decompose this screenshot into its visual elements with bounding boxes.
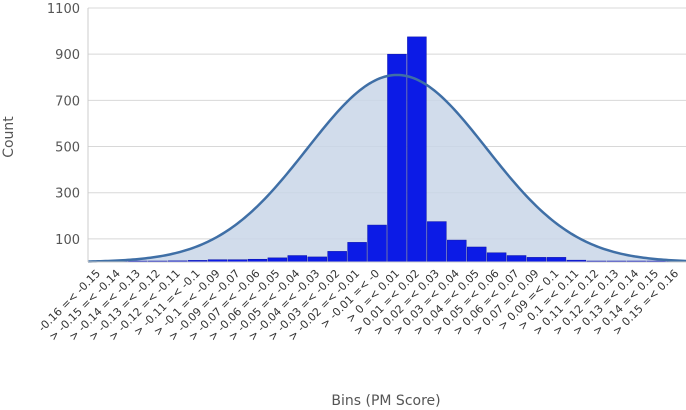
y-tick-label: 1100 bbox=[47, 2, 80, 17]
histogram-bar bbox=[407, 36, 427, 263]
x-axis-title: Bins (PM Score) bbox=[331, 393, 440, 409]
axes bbox=[87, 8, 686, 263]
histogram-bar bbox=[546, 257, 567, 263]
x-axis-ticks: -0.16 =< -0.15> -0.15 =< -0.14> -0.14 =<… bbox=[36, 267, 681, 343]
histogram-bar bbox=[427, 221, 447, 263]
histogram-bar bbox=[466, 246, 487, 263]
y-tick-label: 100 bbox=[55, 233, 80, 248]
y-tick-label: 300 bbox=[55, 187, 80, 202]
histogram-bar bbox=[287, 255, 308, 263]
histogram-bar bbox=[347, 242, 367, 263]
histogram-bar bbox=[387, 53, 407, 263]
y-axis-ticks: 100 300 500 700 900 1100 bbox=[47, 2, 80, 248]
y-tick-label: 900 bbox=[55, 48, 80, 63]
histogram-bar bbox=[506, 255, 527, 263]
y-tick-label: 500 bbox=[55, 141, 80, 156]
y-tick-label: 700 bbox=[55, 94, 80, 109]
histogram-bar bbox=[486, 252, 507, 263]
histogram-bar bbox=[526, 257, 547, 263]
bars bbox=[88, 36, 686, 263]
normal-curve-line bbox=[87, 73, 686, 263]
histogram-bar bbox=[327, 251, 347, 263]
histogram-bar bbox=[447, 239, 467, 263]
normal-curve-area bbox=[88, 74, 686, 263]
histogram-bar bbox=[307, 256, 327, 263]
y-axis-title: Count bbox=[1, 116, 17, 158]
histogram-bar bbox=[367, 224, 387, 263]
histogram-bar bbox=[267, 257, 288, 263]
